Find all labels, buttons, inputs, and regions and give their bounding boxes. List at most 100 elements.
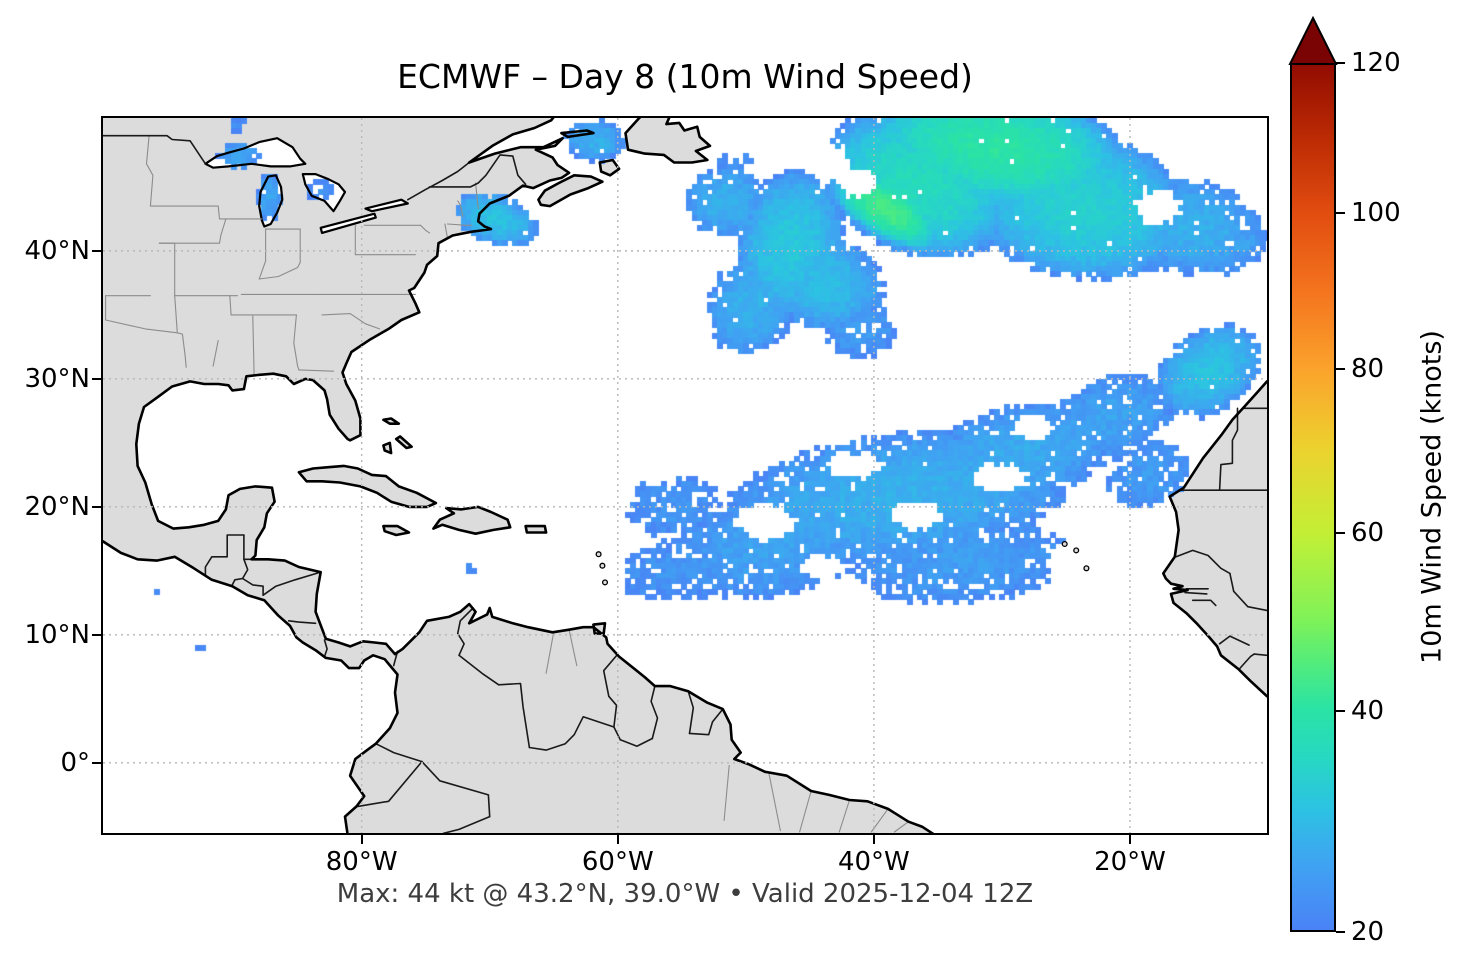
x-tick-mark xyxy=(361,835,363,844)
x-tick-label: 40°W xyxy=(819,846,929,878)
x-tick-mark xyxy=(873,835,875,844)
country-border-15 xyxy=(422,762,490,817)
colorbar-axis-label: 10m Wind Speed (knots) xyxy=(1417,330,1448,664)
y-tick-label: 30°N xyxy=(4,363,90,395)
colorbar-extend-arrow xyxy=(1288,16,1338,66)
state-border-layer xyxy=(106,136,909,832)
state-border-20 xyxy=(259,262,300,279)
country-border-22 xyxy=(620,739,652,747)
state-border-2 xyxy=(218,206,226,243)
caption: Max: 44 kt @ 43.2°N, 39.0°W • Valid 2025… xyxy=(103,878,1267,910)
y-tick-mark xyxy=(92,762,101,764)
state-border-16 xyxy=(322,314,380,329)
country-border-26 xyxy=(1176,550,1230,573)
colorbar-tick-label: 120 xyxy=(1351,47,1401,79)
state-border-4 xyxy=(159,243,174,296)
country-border-18 xyxy=(651,686,657,738)
country-border-10 xyxy=(325,640,328,657)
state-border-9 xyxy=(106,320,178,333)
state-border-24 xyxy=(445,224,448,238)
state-border-32 xyxy=(769,773,781,831)
country-border-0 xyxy=(103,136,205,164)
coastline-layer xyxy=(103,118,1267,833)
x-tick-mark xyxy=(617,835,619,844)
country-border-34 xyxy=(1254,654,1267,655)
map-plot-area xyxy=(103,118,1267,833)
africa-coastline xyxy=(1163,381,1267,696)
country-border-20 xyxy=(690,709,723,735)
island-outline-10 xyxy=(396,437,411,449)
colorbar-tick-mark xyxy=(1336,532,1345,534)
colorbar-tick-mark xyxy=(1336,368,1345,370)
country-border-33 xyxy=(1240,654,1254,668)
pacific-coastline xyxy=(103,541,398,833)
country-border-21 xyxy=(529,717,614,750)
island-outline-1 xyxy=(600,160,619,175)
colorbar-tick-mark xyxy=(1336,710,1345,712)
great-lake-outline-4 xyxy=(366,200,408,212)
y-tick-label: 10°N xyxy=(4,619,90,651)
colorbar-gradient xyxy=(1290,63,1336,932)
state-border-0 xyxy=(147,136,153,206)
state-border-25 xyxy=(448,224,472,225)
country-border-12 xyxy=(458,608,530,748)
y-tick-label: 0° xyxy=(4,747,90,779)
state-border-37 xyxy=(546,632,554,673)
figure: ECMWF – Day 8 (10m Wind Speed) 80°W 60°W 4… xyxy=(0,0,1466,969)
small-island-layer xyxy=(596,542,1089,585)
country-border-8 xyxy=(263,572,321,595)
state-border-34 xyxy=(839,800,849,832)
small-island-0 xyxy=(596,552,601,557)
state-border-10 xyxy=(213,341,218,367)
island-outline-5 xyxy=(433,507,510,534)
island-outline-6 xyxy=(383,526,409,535)
country-border-24 xyxy=(1220,408,1238,490)
colorbar-tick-label: 100 xyxy=(1351,197,1401,229)
country-border-9 xyxy=(289,621,316,624)
country-border-2 xyxy=(408,163,469,200)
country-border-27 xyxy=(1230,573,1234,591)
state-border-36 xyxy=(894,822,908,832)
colorbar-tick-label: 40 xyxy=(1351,695,1384,727)
small-island-1 xyxy=(600,563,605,568)
small-island-3 xyxy=(1062,542,1067,547)
great-lake-outline-3 xyxy=(321,214,376,233)
colorbar-tick-mark xyxy=(1336,931,1345,933)
island-outline-0 xyxy=(538,175,602,206)
country-border-30 xyxy=(1193,600,1216,605)
y-tick-label: 20°N xyxy=(4,491,90,523)
great-lake-outline-2 xyxy=(303,174,345,211)
x-tick-label: 20°W xyxy=(1075,846,1185,878)
y-tick-mark xyxy=(92,506,101,508)
country-border-32 xyxy=(1220,636,1250,645)
y-tick-label: 40°N xyxy=(4,235,90,267)
island-outline-9 xyxy=(383,443,391,453)
country-border-29 xyxy=(1185,593,1207,594)
state-border-26 xyxy=(458,201,463,216)
small-island-4 xyxy=(1074,548,1079,553)
state-border-13 xyxy=(299,370,334,371)
country-border-19 xyxy=(688,691,693,733)
country-border-5 xyxy=(243,559,248,578)
x-tick-label: 80°W xyxy=(307,846,417,878)
state-border-31 xyxy=(724,765,729,820)
great-lake-outline-1 xyxy=(259,175,282,226)
state-border-33 xyxy=(800,791,812,832)
island-outline-4 xyxy=(299,466,436,507)
colorbar-tick-mark xyxy=(1336,212,1345,214)
x-tick-label: 60°W xyxy=(563,846,673,878)
country-border-31 xyxy=(1234,591,1267,610)
state-border-27 xyxy=(476,183,479,209)
country-border-layer xyxy=(103,136,1267,833)
island-outline-3 xyxy=(561,131,593,137)
country-border-4 xyxy=(244,535,252,559)
country-border-16 xyxy=(444,817,490,833)
chart-title: ECMWF – Day 8 (10m Wind Speed) xyxy=(103,56,1267,98)
country-border-6 xyxy=(232,579,242,585)
y-tick-mark xyxy=(92,634,101,636)
atlantic-coastline xyxy=(136,118,934,833)
colorbar-tick-label: 80 xyxy=(1351,353,1384,385)
colorbar-tick-label: 60 xyxy=(1351,517,1384,549)
state-border-23 xyxy=(421,225,430,233)
state-border-12 xyxy=(294,315,299,370)
